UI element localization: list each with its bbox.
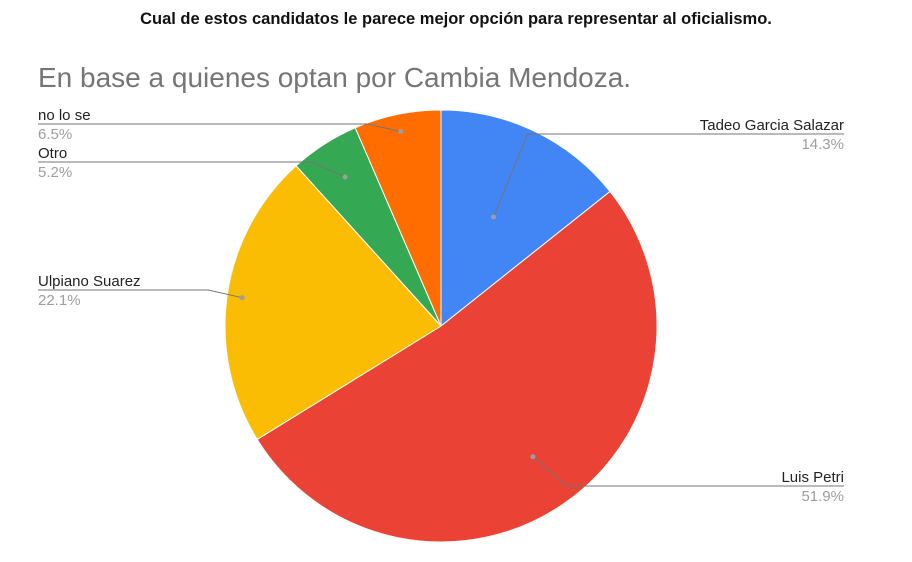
pie-slice-no-lo-se [354,109,442,327]
slice-value-ulpiano-suarez: 22.1% [38,292,81,309]
slice-value-tadeo-garcia-salazar: 14.3% [801,136,844,153]
slice-label-otro: Otro [38,145,67,162]
chart-title: En base a quienes optan por Cambia Mendo… [38,62,632,93]
leader-line-ulpiano-suarez [38,289,243,299]
pie-slices [224,109,658,543]
slice-value-no-lo-se: 6.5% [38,126,72,143]
slice-value-otro: 5.2% [38,164,72,181]
leader-line-luis-petri [532,456,844,487]
pie-chart: Tadeo Garcia Salazar 14.3% Luis Petri 51.9%… [38,107,844,543]
slice-label-tadeo-garcia-salazar: Tadeo Garcia Salazar [700,117,844,134]
slice-value-luis-petri: 51.9% [801,488,844,505]
leader-dot-ulpiano-suarez [239,295,245,301]
pie-slice-ulpiano-suarez [224,165,442,441]
chart-panel: Tadeo Garcia Salazar 14.3% Luis Petri 51.9%… [22,44,868,562]
leader-dot-tadeo-garcia-salazar [491,214,497,220]
pie-slice-luis-petri [256,190,658,543]
leader-line-no-lo-se [38,123,401,132]
leader-line-tadeo-garcia-salazar [493,133,844,218]
leader-line-otro [38,161,346,178]
leader-dot-otro [342,174,348,180]
leader-dot-luis-petri [530,454,536,460]
pie-labels: Tadeo Garcia Salazar 14.3% Luis Petri 51.9%… [38,107,844,505]
question-heading: Cual de estos candidatos le parece mejor… [140,10,772,28]
slice-label-luis-petri: Luis Petri [781,469,844,486]
leader-dot-no-lo-se [398,128,404,134]
slice-label-no-lo-se: no lo se [38,107,91,124]
slice-label-ulpiano-suarez: Ulpiano Suarez [38,273,141,290]
pie-slice-tadeo-garcia-salazar [440,109,611,328]
